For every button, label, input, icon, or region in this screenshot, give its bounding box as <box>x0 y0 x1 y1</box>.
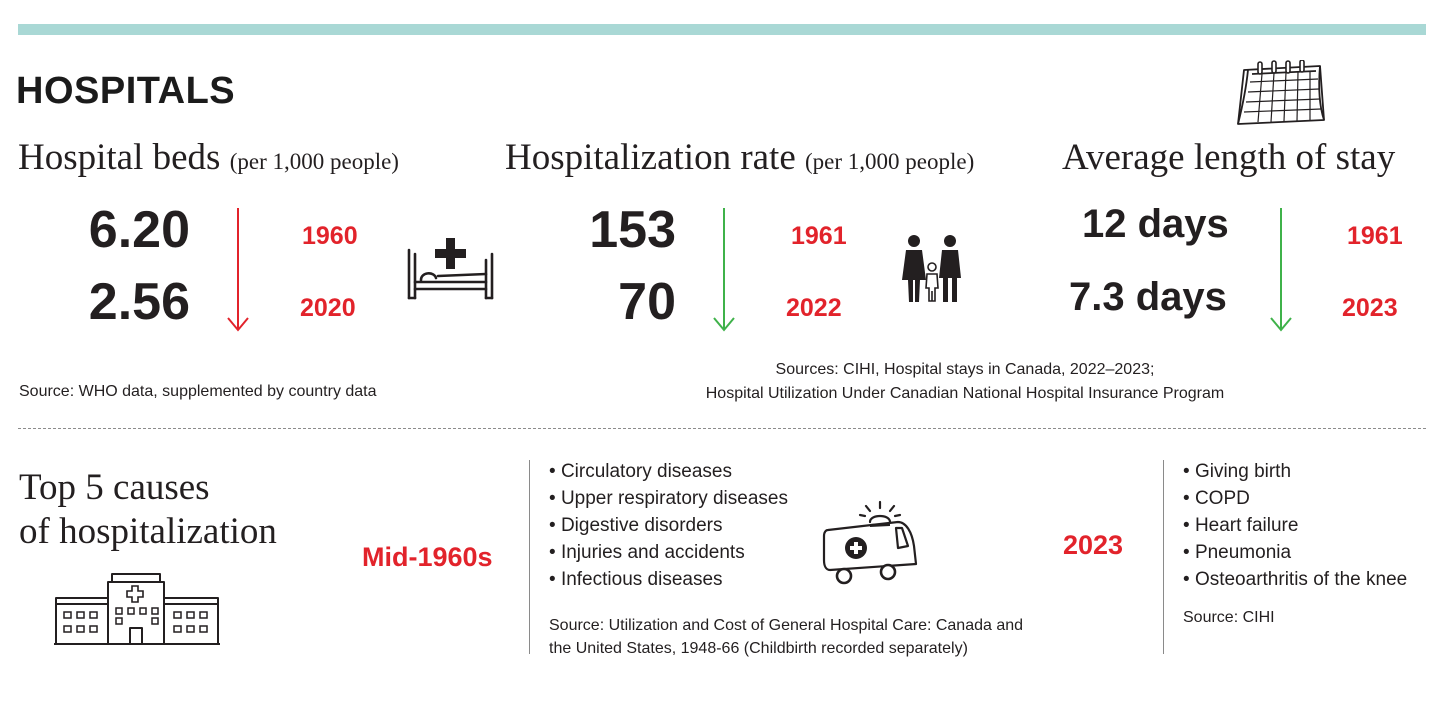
list-2023: Giving birth COPD Heart failure Pneumoni… <box>1183 458 1407 593</box>
source-2023: Source: CIHI <box>1183 609 1275 626</box>
beds-year-old: 1960 <box>302 222 358 250</box>
rate-heading: Hospitalization rate (per 1,000 people) <box>505 136 974 179</box>
list-item: Giving birth <box>1183 458 1407 485</box>
list-item: Osteoarthritis of the knee <box>1183 566 1407 593</box>
causes-heading: Top 5 causes of hospitalization <box>19 466 277 554</box>
top-accent-bar <box>18 24 1426 35</box>
section-divider <box>18 428 1426 429</box>
source-1960s-line2: the United States, 1948-66 (Childbirth r… <box>549 640 968 657</box>
section-title: HOSPITALS <box>16 70 236 112</box>
hospital-bed-icon <box>407 238 494 300</box>
stay-heading: Average length of stay <box>1062 137 1396 178</box>
calendar-icon <box>1237 60 1325 125</box>
list-item: Circulatory diseases <box>549 458 788 485</box>
rate-year-old: 1961 <box>791 222 847 250</box>
ambulance-icon <box>822 500 918 585</box>
stay-year-old: 1961 <box>1347 222 1403 250</box>
beds-unit: (per 1,000 people) <box>229 149 399 174</box>
causes-heading-line1: Top 5 causes <box>19 467 210 508</box>
beds-heading: Hospital beds (per 1,000 people) <box>18 136 399 179</box>
beds-source: Source: WHO data, supplemented by countr… <box>19 383 377 400</box>
list-item: Digestive disorders <box>549 512 788 539</box>
stay-value-old: 12 days <box>1082 202 1229 246</box>
list-item: Pneumonia <box>1183 539 1407 566</box>
beds-year-new: 2020 <box>300 294 356 322</box>
decrease-arrow-red <box>227 208 249 332</box>
period-2023: 2023 <box>1063 530 1124 560</box>
period-1960s: Mid-1960s <box>362 542 493 572</box>
beds-value-new: 2.56 <box>88 273 190 331</box>
rate-unit: (per 1,000 people) <box>805 149 975 174</box>
list-item: Injuries and accidents <box>549 539 788 566</box>
list-item: COPD <box>1183 485 1407 512</box>
list-item: Infectious diseases <box>549 566 788 593</box>
rate-value-old: 153 <box>589 201 676 259</box>
source-1960s: Source: Utilization and Cost of General … <box>549 614 1023 660</box>
family-icon <box>902 235 961 302</box>
sources-mid: Sources: CIHI, Hospital stays in Canada,… <box>640 358 1290 406</box>
stay-year-new: 2023 <box>1342 294 1398 322</box>
column-divider <box>529 460 530 654</box>
sources-mid-line1: Sources: CIHI, Hospital stays in Canada,… <box>775 361 1155 378</box>
column-divider <box>1163 460 1164 654</box>
rate-year-new: 2022 <box>786 294 842 322</box>
rate-heading-text: Hospitalization rate <box>505 137 796 178</box>
hospital-building-icon <box>54 573 220 645</box>
beds-heading-text: Hospital beds <box>18 137 221 178</box>
stay-value-new: 7.3 days <box>1069 275 1227 319</box>
causes-heading-line2: of hospitalization <box>19 511 277 552</box>
source-1960s-line1: Source: Utilization and Cost of General … <box>549 617 1024 634</box>
beds-value-old: 6.20 <box>88 201 190 259</box>
sources-mid-line2: Hospital Utilization Under Canadian Nati… <box>705 385 1225 402</box>
list-item: Upper respiratory diseases <box>549 485 788 512</box>
rate-value-new: 70 <box>618 273 676 331</box>
decrease-arrow-green <box>1270 208 1292 332</box>
list-item: Heart failure <box>1183 512 1407 539</box>
list-1960s: Circulatory diseases Upper respiratory d… <box>549 458 788 593</box>
decrease-arrow-green <box>713 208 735 332</box>
